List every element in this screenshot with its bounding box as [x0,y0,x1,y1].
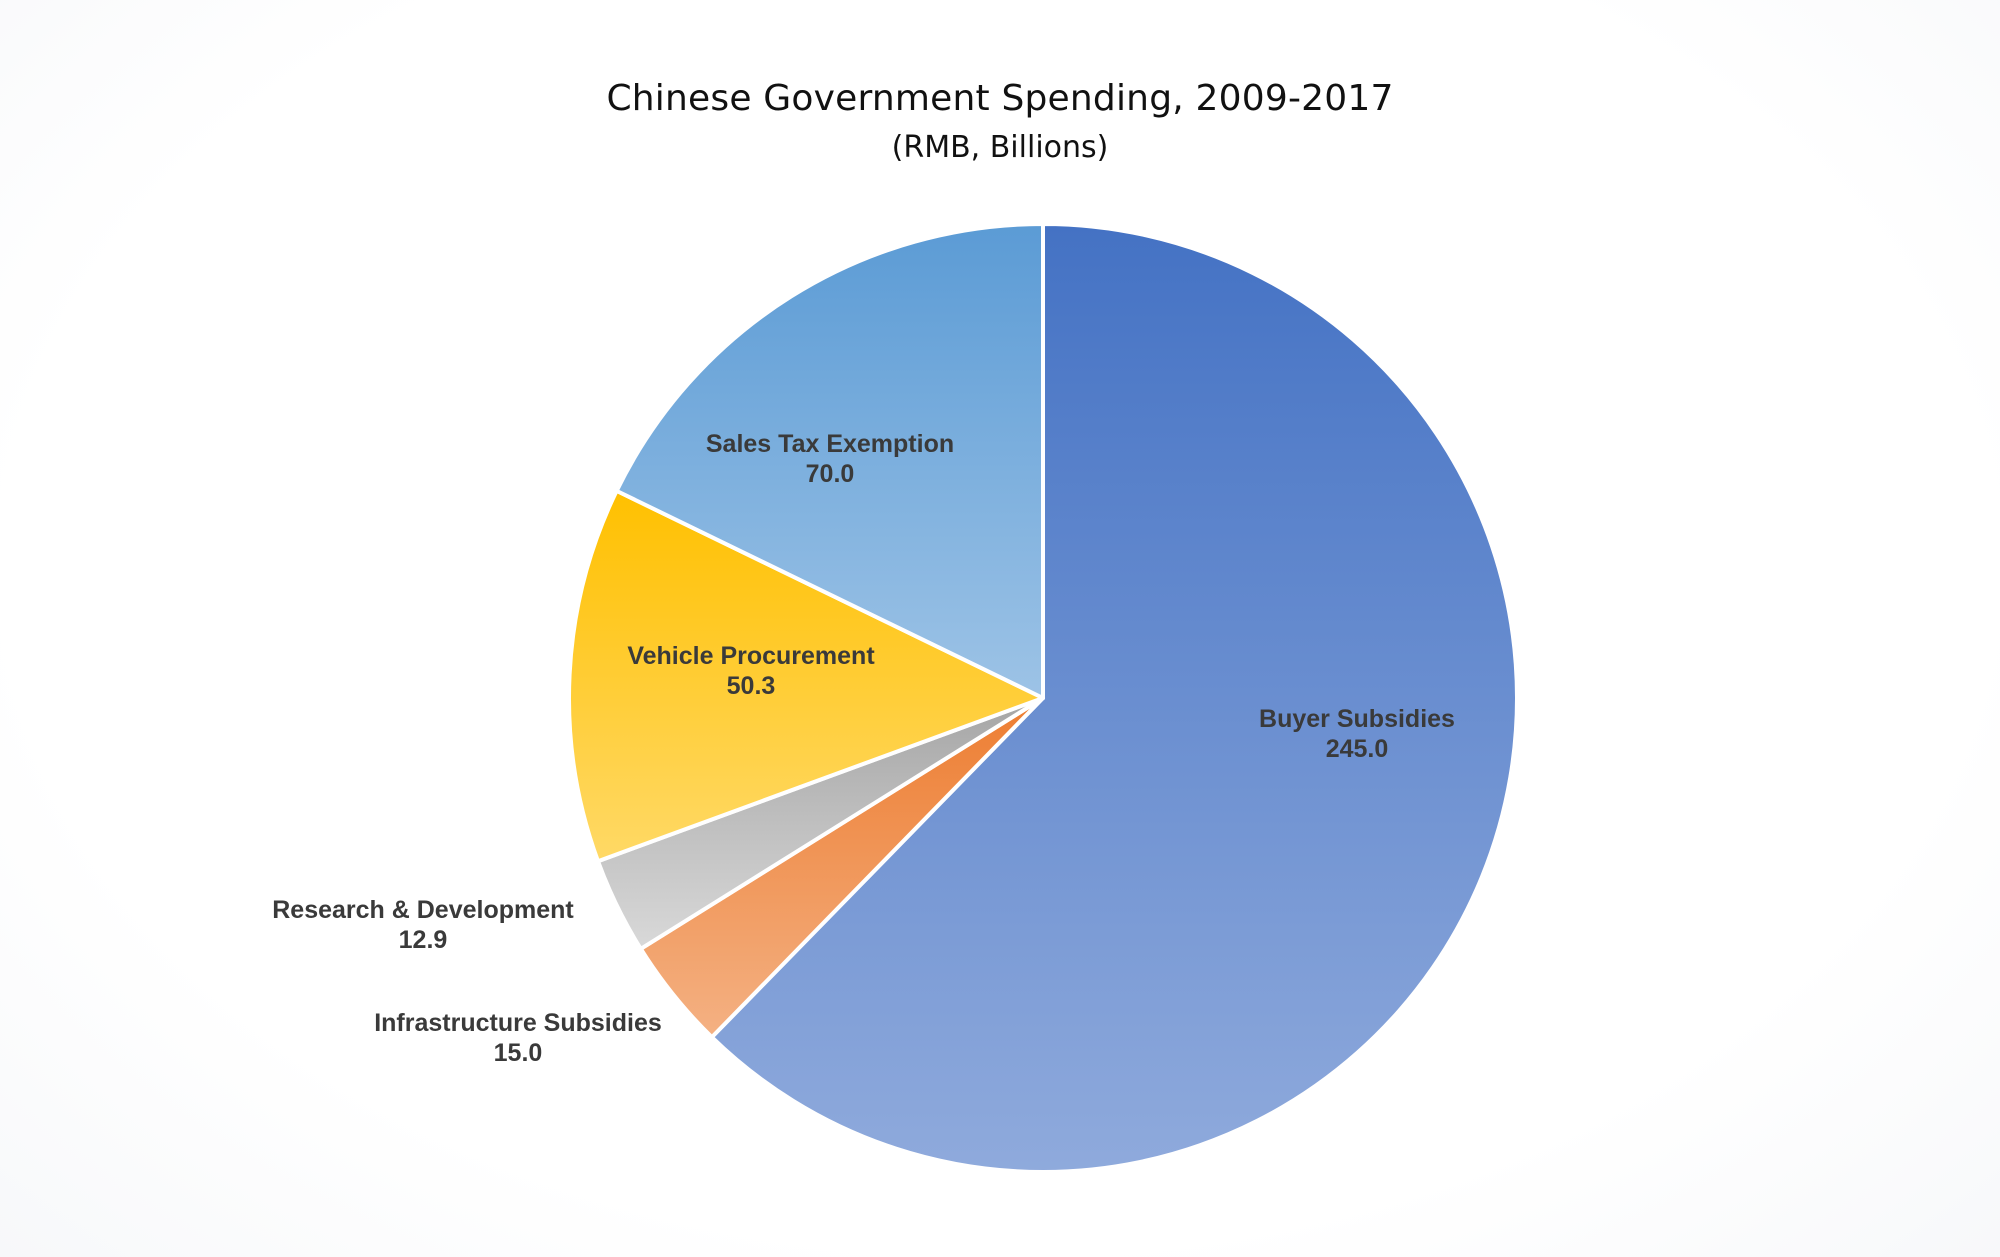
slice-value-research-and-development: 12.9 [399,926,448,954]
slice-label-research-and-development: Research & Development [272,896,574,924]
slice-label-vehicle-procurement: Vehicle Procurement [627,642,875,670]
slice-value-infrastructure-subsidies: 15.0 [494,1039,543,1067]
chart-subtitle: (RMB, Billions) [891,130,1109,165]
slice-label-sales-tax-exemption: Sales Tax Exemption [706,430,954,458]
slice-label-infrastructure-subsidies: Infrastructure Subsidies [374,1009,662,1037]
slice-value-sales-tax-exemption: 70.0 [806,460,855,488]
pie-slice-vehicle-procurement [567,488,1045,864]
pie-slice-sales-tax-exemption [614,222,1045,700]
pie-slice-buyer-subsidies [709,222,1519,1174]
slice-value-vehicle-procurement: 50.3 [727,672,776,700]
chart-title: Chinese Government Spending, 2009-2017 [606,78,1394,119]
slice-label-buyer-subsidies: Buyer Subsidies [1259,705,1455,733]
slice-value-buyer-subsidies: 245.0 [1326,735,1389,763]
pie-slices [567,222,1519,1174]
